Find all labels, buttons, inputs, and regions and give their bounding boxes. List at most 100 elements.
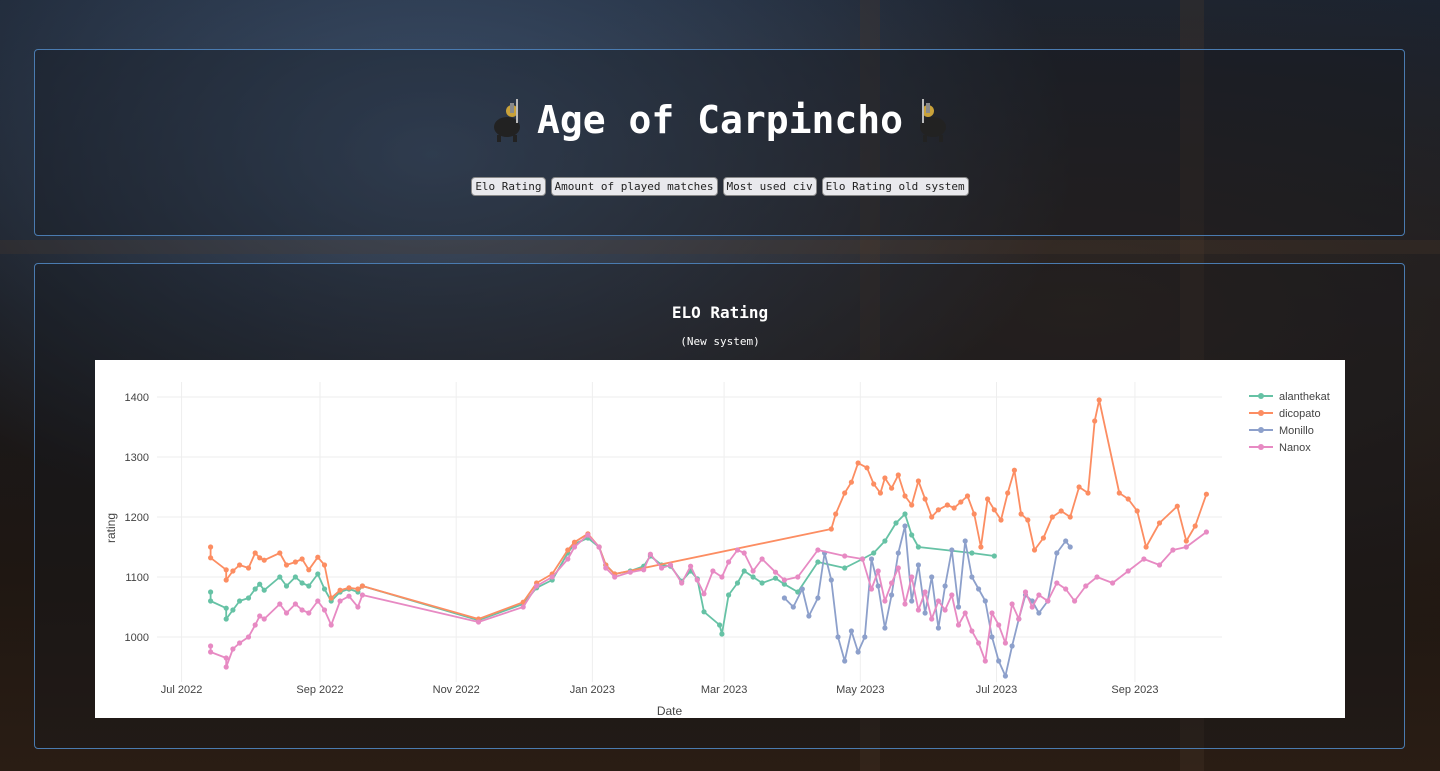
- nav-button-played-matches[interactable]: Amount of played matches: [550, 177, 718, 196]
- data-point-nanox: [759, 556, 765, 562]
- data-point-dicopato: [1096, 397, 1102, 403]
- data-point-nanox: [475, 619, 482, 625]
- data-point-monillo: [781, 595, 788, 601]
- data-point-nanox: [710, 568, 716, 574]
- legend-item-alanthekat[interactable]: alanthekat: [1249, 391, 1330, 403]
- data-point-monillo: [989, 634, 995, 640]
- nav-button-elo-old-system[interactable]: Elo Rating old system: [821, 177, 969, 196]
- y-tick-label: 1400: [125, 392, 149, 404]
- data-point-nanox: [1083, 583, 1089, 589]
- data-point-nanox: [909, 574, 915, 580]
- data-point-alanthekat: [252, 586, 258, 592]
- nav-button-most-used-civ[interactable]: Most used civ: [722, 177, 817, 196]
- data-point-dicopato: [1067, 514, 1073, 520]
- data-point-monillo: [855, 649, 861, 655]
- data-point-nanox: [245, 634, 252, 640]
- data-point-dicopato: [1085, 490, 1091, 496]
- data-point-dicopato: [359, 583, 365, 589]
- data-point-dicopato: [828, 526, 834, 532]
- data-point-dicopato: [1025, 517, 1031, 523]
- knight-icon-right: [920, 99, 947, 142]
- legend-item-dicopato[interactable]: dicopato: [1249, 408, 1321, 420]
- data-point-alanthekat: [717, 622, 723, 628]
- data-point-alanthekat: [277, 574, 283, 580]
- data-point-dicopato: [951, 505, 957, 511]
- data-point-monillo: [982, 598, 988, 604]
- data-point-nanox: [261, 616, 267, 622]
- data-point-dicopato: [864, 465, 870, 471]
- data-point-nanox: [230, 646, 236, 652]
- data-point-dicopato: [991, 507, 997, 513]
- data-point-alanthekat: [306, 583, 312, 589]
- data-point-monillo: [868, 556, 875, 562]
- data-point-alanthekat: [734, 580, 741, 586]
- data-point-alanthekat: [795, 589, 801, 595]
- data-point-dicopato: [1125, 496, 1131, 502]
- data-point-monillo: [848, 628, 855, 634]
- data-point-nanox: [667, 562, 674, 568]
- data-point-dicopato: [237, 562, 243, 568]
- data-point-dicopato: [355, 586, 361, 592]
- data-point-dicopato: [902, 493, 908, 499]
- data-point-alanthekat: [893, 520, 899, 526]
- data-point-nanox: [1094, 574, 1100, 580]
- data-point-dicopato: [944, 502, 951, 508]
- data-point-nanox: [1022, 589, 1029, 595]
- data-point-dicopato: [230, 568, 236, 574]
- data-point-nanox: [741, 550, 747, 556]
- data-point-nanox: [277, 601, 283, 607]
- data-point-nanox: [596, 544, 602, 550]
- data-point-nanox: [565, 556, 571, 562]
- data-point-monillo: [996, 658, 1002, 664]
- data-point-nanox: [1203, 529, 1209, 535]
- data-point-monillo: [828, 577, 834, 583]
- data-point-monillo: [1002, 673, 1009, 679]
- data-point-nanox: [1029, 604, 1035, 610]
- data-point-nanox: [859, 556, 866, 562]
- data-point-nanox: [915, 607, 922, 613]
- data-point-nanox: [701, 591, 707, 597]
- data-point-alanthekat: [223, 616, 229, 622]
- data-point-dicopato: [971, 511, 977, 517]
- data-point-nanox: [935, 598, 942, 604]
- data-point-nanox: [641, 567, 647, 573]
- data-point-dicopato: [565, 547, 571, 553]
- series-nanox: [208, 529, 1209, 670]
- data-point-dicopato: [1174, 503, 1180, 509]
- data-point-monillo: [1009, 643, 1015, 649]
- chart-title: ELO Rating: [671, 303, 769, 322]
- data-point-alanthekat: [842, 565, 848, 571]
- data-point-nanox: [882, 598, 888, 604]
- legend-item-monillo[interactable]: Monillo: [1249, 425, 1314, 437]
- data-point-dicopato: [1011, 467, 1018, 473]
- data-point-alanthekat: [292, 574, 298, 580]
- data-point-monillo: [935, 625, 942, 631]
- data-point-monillo: [790, 604, 796, 610]
- data-point-alanthekat: [781, 581, 788, 587]
- data-point-monillo: [799, 586, 805, 592]
- data-point-dicopato: [1203, 491, 1209, 497]
- data-point-monillo: [806, 613, 812, 619]
- elo-line-chart[interactable]: Jul 2022 Sep 2022 Nov 2022 Jan 2023 Mar 2023…: [95, 360, 1345, 718]
- data-point-nanox: [679, 580, 685, 586]
- legend-item-nanox[interactable]: Nanox: [1249, 442, 1311, 454]
- data-point-dicopato: [1192, 523, 1198, 529]
- y-axis-label: rating: [104, 513, 118, 543]
- data-point-dicopato: [208, 544, 214, 550]
- plot-container[interactable]: Jul 2022 Sep 2022 Nov 2022 Jan 2023 Mar 2023…: [95, 360, 1345, 718]
- data-point-nanox: [627, 569, 633, 575]
- legend-swatch-dot: [1258, 444, 1264, 450]
- data-point-dicopato: [292, 559, 298, 565]
- data-point-nanox: [1170, 547, 1176, 553]
- nav-button-elo-rating[interactable]: Elo Rating: [471, 177, 546, 196]
- data-point-alanthekat: [741, 568, 747, 574]
- data-point-dicopato: [306, 567, 312, 573]
- data-point-nanox: [292, 601, 298, 607]
- data-point-nanox: [237, 640, 243, 646]
- data-point-nanox: [321, 607, 328, 613]
- data-point-dicopato: [277, 550, 283, 556]
- nav-bar: Elo Rating Amount of played matches Most…: [0, 177, 1440, 196]
- data-point-nanox: [889, 580, 895, 586]
- data-point-alanthekat: [719, 631, 725, 637]
- data-point-nanox: [750, 568, 756, 574]
